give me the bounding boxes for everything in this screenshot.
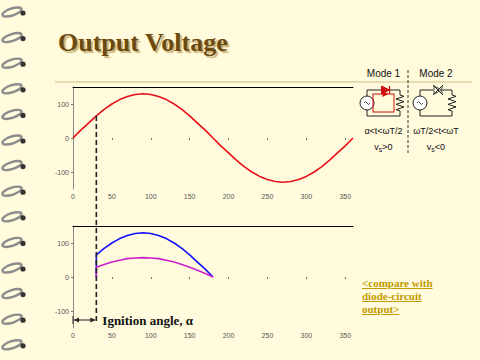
svg-text:150: 150 (184, 332, 196, 339)
svg-text:0: 0 (71, 193, 75, 200)
svg-text:-100: -100 (55, 169, 69, 176)
svg-text:α<t<ωT/2: α<t<ωT/2 (364, 126, 402, 136)
svg-text:Mode 2: Mode 2 (419, 68, 453, 79)
svg-text:150: 150 (184, 193, 196, 200)
svg-text:250: 250 (262, 332, 274, 339)
svg-text:100: 100 (57, 240, 69, 247)
svg-text:0: 0 (65, 135, 69, 142)
svg-text:100: 100 (57, 101, 69, 108)
svg-text:vs<0: vs<0 (427, 142, 445, 153)
svg-text:300: 300 (300, 332, 312, 339)
svg-text:50: 50 (108, 332, 116, 339)
svg-text:350: 350 (339, 332, 351, 339)
svg-text:Mode 1: Mode 1 (367, 68, 401, 79)
svg-text:Ignition angle, α: Ignition angle, α (102, 313, 193, 328)
svg-text:100: 100 (145, 332, 157, 339)
html-text:Output Voltage: Output Voltage (58, 28, 228, 57)
html-text:output>: output> (362, 303, 400, 315)
svg-text:350: 350 (339, 193, 351, 200)
svg-text:250: 250 (262, 193, 274, 200)
svg-text:0: 0 (71, 332, 75, 339)
html-text:diode-circuit: diode-circuit (362, 290, 422, 302)
html-text:<compare with: <compare with (362, 277, 433, 289)
svg-text:100: 100 (145, 193, 157, 200)
svg-text:200: 200 (223, 332, 235, 339)
svg-text:300: 300 (300, 193, 312, 200)
svg-text:ωT/2<t<ωT: ωT/2<t<ωT (413, 126, 459, 136)
svg-text:200: 200 (223, 193, 235, 200)
svg-text:-100: -100 (55, 308, 69, 315)
svg-text:0: 0 (65, 274, 69, 281)
svg-text:vs>0: vs>0 (374, 142, 392, 153)
svg-text:50: 50 (108, 193, 116, 200)
